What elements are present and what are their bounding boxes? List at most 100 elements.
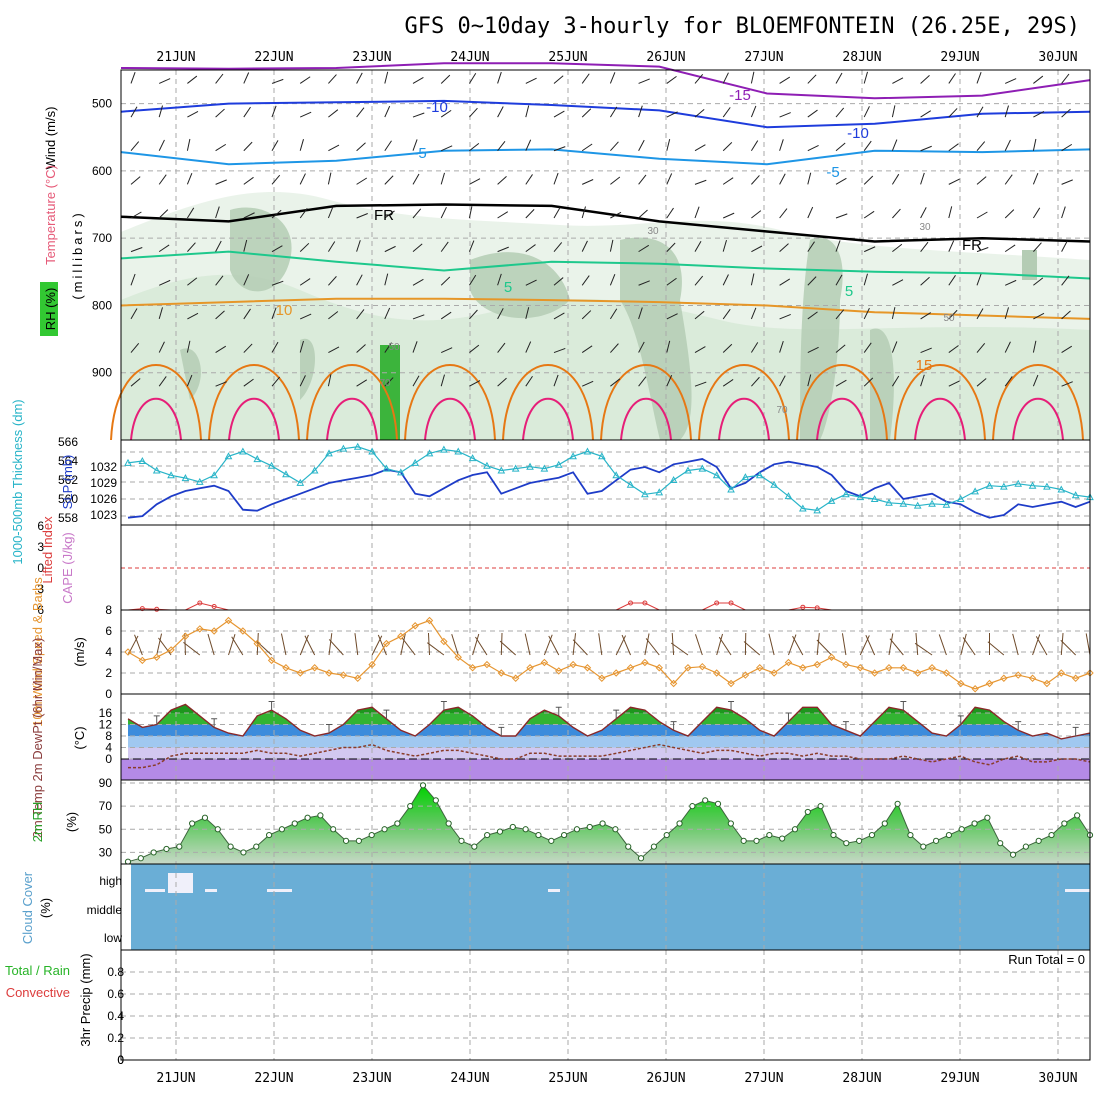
temp-units: (°C) <box>72 726 87 749</box>
wind10m-barb <box>962 637 976 656</box>
li-bump <box>702 602 746 611</box>
wind-barb <box>243 141 253 152</box>
wind-barb <box>948 309 958 320</box>
wind-barb <box>553 146 566 152</box>
thickness-tick: 564 <box>58 454 78 468</box>
wind-barb <box>920 312 932 320</box>
wind-barb <box>779 173 786 185</box>
contour-label: 50 <box>388 342 400 353</box>
rh-marker <box>650 843 657 850</box>
bottom-date-labels: 21JUN 22JUN 23JUN 24JUN 25JUN 26JUN 27JUN 28JUN… <box>156 1071 1077 1086</box>
wind-barb <box>581 240 588 252</box>
wind-barb <box>440 172 445 185</box>
wind10m-barb <box>889 638 904 656</box>
thickness-marker <box>224 452 233 460</box>
wind-barb <box>779 243 789 253</box>
thickness-marker <box>755 471 764 479</box>
rh-70-area <box>800 237 843 440</box>
wind10m-marker <box>985 679 994 688</box>
wind-barb <box>497 71 502 84</box>
rh-tick: 90 <box>99 776 113 790</box>
temp-band <box>128 747 1090 759</box>
wind-barb <box>440 74 451 84</box>
wind10m-marker <box>511 674 520 682</box>
wind10m-marker <box>1028 674 1037 682</box>
wind-barb <box>1004 307 1009 320</box>
rh-marker <box>817 803 824 810</box>
wind-barb <box>412 278 424 286</box>
wind10m-barb <box>1032 634 1041 656</box>
wind-barb <box>1033 111 1045 118</box>
rh-marker <box>176 843 183 850</box>
wind-barb <box>327 241 336 252</box>
thickness-marker <box>913 501 922 509</box>
wind10m-barb <box>695 634 703 656</box>
wind-barb <box>807 346 819 353</box>
li-marker <box>154 606 160 612</box>
wind-barb <box>384 245 396 253</box>
wind-barb <box>638 105 643 118</box>
wind-barb <box>384 342 392 353</box>
wind-barb <box>243 274 250 286</box>
wind10m-marker <box>626 664 635 672</box>
chart-title: GFS 0~10day 3-hourly for BLOEMFONTEIN (2… <box>404 14 1080 39</box>
y-tick-label: 700 <box>92 231 112 245</box>
wind-barb <box>694 73 704 84</box>
thickness-marker <box>1028 481 1037 489</box>
wind-barb <box>299 313 312 320</box>
wind-barb <box>1033 312 1045 320</box>
wind10m-marker <box>669 679 678 688</box>
wind10m-barb <box>888 633 894 656</box>
wind-barb <box>976 378 987 387</box>
wind-barb <box>722 72 729 84</box>
wind-barb <box>807 145 819 152</box>
li-bump <box>185 602 229 611</box>
cloud-label: Cloud Cover <box>20 871 35 944</box>
contour-label: 5 <box>845 283 853 300</box>
wind-tick: 8 <box>105 603 112 617</box>
wind-barb <box>356 72 363 84</box>
wind-barb <box>779 278 791 286</box>
wind-barb <box>1004 209 1015 219</box>
wind-barb <box>779 340 784 353</box>
thickness-marker <box>798 504 807 512</box>
wind-barb <box>187 242 196 252</box>
thickness-tick: 562 <box>58 473 78 487</box>
date-label-top: 25JUN <box>548 50 587 65</box>
rh-marker <box>586 823 593 831</box>
wind10m-marker <box>425 616 434 625</box>
thickness-marker <box>310 466 319 474</box>
wind10m-marker <box>267 656 276 665</box>
wind-barb <box>863 140 872 152</box>
wind-barb <box>243 72 250 84</box>
wind-barb <box>440 276 451 286</box>
wind10m-marker <box>827 653 836 661</box>
thickness-marker <box>856 493 865 501</box>
wind10m-barb <box>621 634 631 656</box>
wind10m-barb <box>400 633 406 656</box>
rh-marker <box>573 826 581 833</box>
wind-barb <box>215 240 222 252</box>
rh-marker <box>253 843 260 850</box>
cape-lifted-index-panel: 6 3 0 3 6 <box>37 519 1091 617</box>
wind-barb <box>553 207 561 219</box>
wind-barb <box>525 139 532 151</box>
contour-label: 70 <box>776 405 788 416</box>
wind10m-marker <box>282 664 290 672</box>
wind10m-barb <box>472 633 480 656</box>
wind-barb <box>469 178 481 185</box>
wind-barb <box>976 72 982 84</box>
wind-barb <box>412 341 418 353</box>
wind10m-marker <box>598 674 606 682</box>
li-tick: 6 <box>37 603 44 617</box>
rh-marker <box>535 831 542 839</box>
thickness-marker <box>253 455 262 463</box>
rh-marker <box>894 800 901 807</box>
wind-barb <box>892 77 904 84</box>
high-cloud-block <box>168 873 193 893</box>
thickness-marker <box>339 444 348 452</box>
wind10m-barb <box>304 635 316 656</box>
wind10m-barb <box>670 642 689 656</box>
wind-barb <box>807 311 818 320</box>
rh-marker <box>984 814 991 821</box>
